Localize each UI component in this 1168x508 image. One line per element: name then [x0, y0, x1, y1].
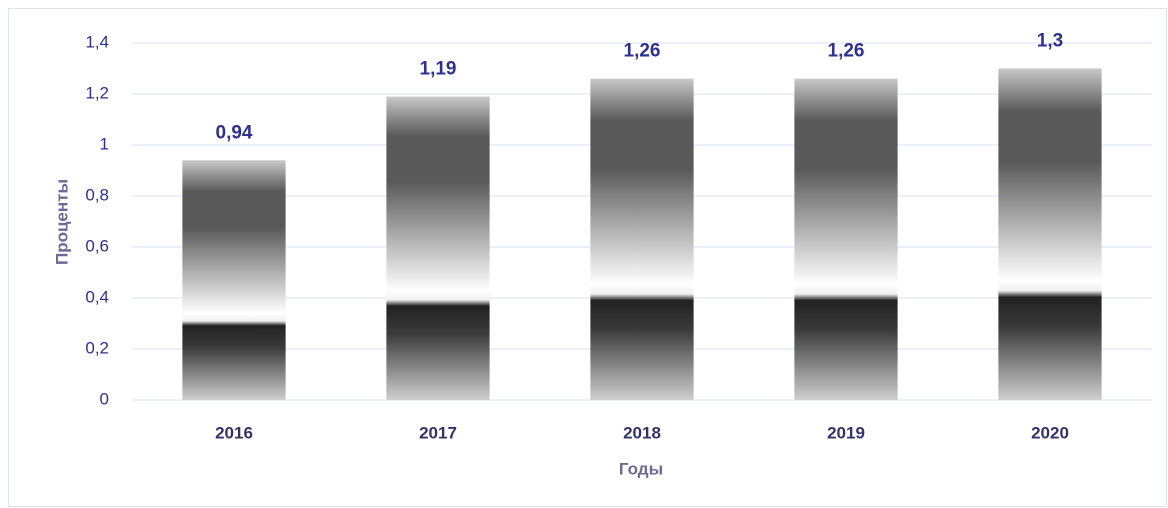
bar — [998, 68, 1102, 400]
y-tick-label: 1,2 — [85, 83, 109, 102]
y-axis-title: Проценты — [52, 179, 71, 265]
bar — [590, 78, 694, 400]
value-label: 1,26 — [828, 41, 865, 62]
x-tick-label: 2017 — [419, 423, 457, 442]
value-label: 1,3 — [1037, 31, 1063, 52]
value-label: 1,26 — [624, 41, 661, 62]
chart-border — [8, 8, 1167, 507]
y-tick-label: 0,6 — [85, 236, 109, 255]
value-label: 0,94 — [216, 122, 253, 143]
y-tick-label: 1,4 — [85, 32, 109, 51]
y-tick-label: 1 — [100, 134, 109, 153]
x-tick-label: 2020 — [1031, 423, 1069, 442]
x-axis-title: Годы — [619, 459, 663, 478]
y-tick-label: 0,2 — [85, 338, 109, 357]
bar — [386, 96, 490, 401]
bar — [794, 78, 898, 400]
y-tick-label: 0 — [100, 389, 109, 408]
value-label: 1,19 — [420, 59, 457, 80]
x-tick-label: 2019 — [827, 423, 865, 442]
x-tick-label: 2018 — [623, 423, 661, 442]
x-tick-label: 2016 — [215, 423, 253, 442]
y-tick-label: 0,4 — [85, 287, 109, 306]
bar — [182, 160, 286, 400]
y-tick-label: 0,8 — [85, 185, 109, 204]
